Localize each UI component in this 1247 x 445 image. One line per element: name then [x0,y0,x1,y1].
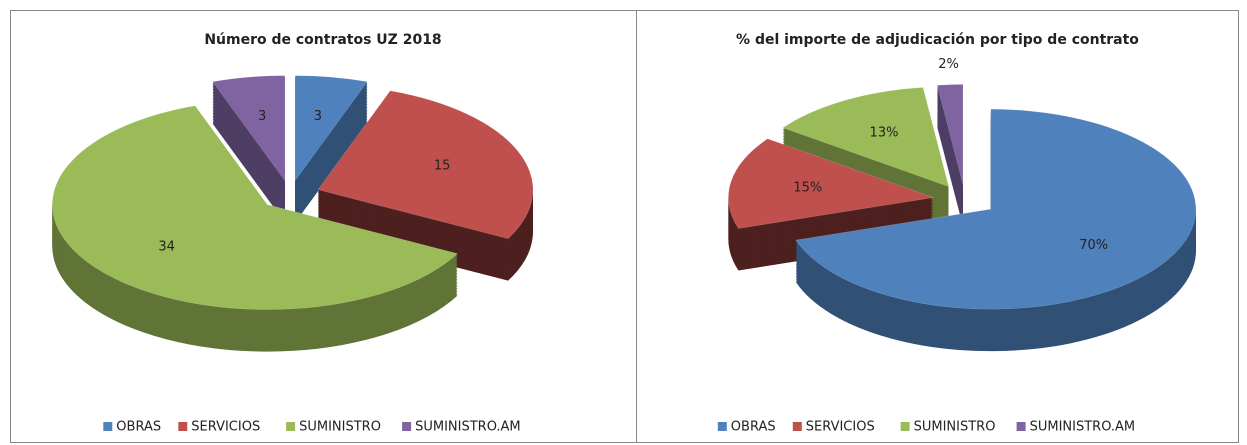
slice [782,87,950,187]
legend-label: SUMINISTRO.AM [1030,420,1136,435]
slice [212,75,286,182]
data-label: 70% [1079,238,1108,253]
legend-swatch [103,422,113,431]
legend-label: OBRAS [116,420,161,435]
legend-swatch [1016,422,1026,431]
legend-swatch [402,422,412,431]
data-label: 15% [793,180,822,195]
data-label: 2% [938,57,959,72]
legend-swatch [900,422,910,431]
slice [294,75,368,182]
data-label: 15 [434,159,451,174]
legend-label: SUMINISTRO.AM [415,420,521,435]
slice [52,105,458,310]
legend-swatch [792,422,802,431]
chart-title: % del importe de adjudicación por tipo d… [736,32,1139,48]
slice [795,108,1197,310]
frame [10,10,1239,443]
legend-label: SERVICIOS [191,420,260,435]
legend-label: SUMINISTRO [299,420,381,435]
legend-swatch [286,422,296,431]
slice [936,84,964,185]
data-label: 34 [158,240,175,255]
slice [317,90,534,239]
legend-label: OBRAS [731,420,776,435]
chart-title: Número de contratos UZ 2018 [204,32,441,48]
legend-label: SERVICIOS [806,420,875,435]
legend-swatch [178,422,188,431]
data-label: 13% [870,126,899,141]
legend-label: SUMINISTRO [914,420,996,435]
slice [728,138,934,229]
legend-swatch [717,422,727,431]
data-label: 3 [258,109,266,124]
data-label: 3 [314,109,322,124]
